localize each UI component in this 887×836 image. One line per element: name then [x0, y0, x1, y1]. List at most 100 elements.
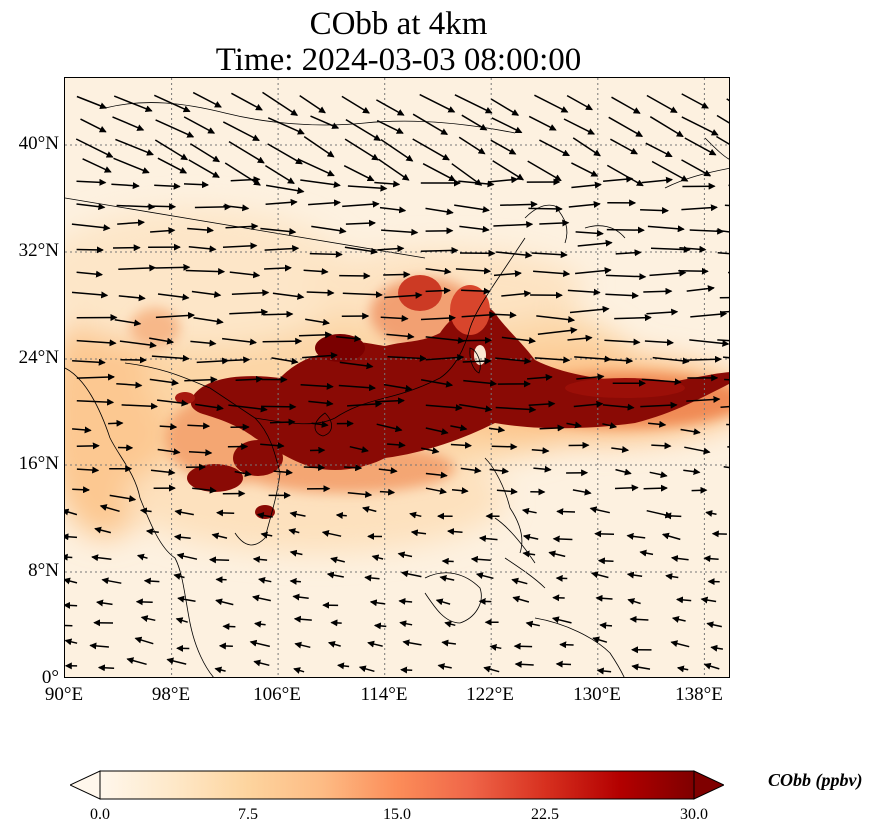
wind-vector-arrow [670, 555, 689, 562]
wind-vector-arrow [345, 219, 376, 227]
wind-vector-arrow [230, 176, 261, 184]
wind-vector-arrow [303, 135, 335, 158]
wind-vector-arrow [627, 598, 641, 605]
wind-vector-arrow [185, 268, 226, 276]
wind-vector-arrow [330, 556, 345, 564]
wind-vector-arrow [615, 249, 642, 257]
wind-vector-arrow [267, 143, 303, 165]
wind-vector-arrow [640, 401, 678, 409]
wind-vector-arrow [458, 136, 486, 155]
wind-vector-arrow [614, 314, 652, 322]
wind-vector-arrow [647, 225, 685, 233]
wind-vector-arrow [412, 113, 449, 136]
wind-vector-arrow [150, 468, 176, 476]
wind-vector-arrow [500, 200, 538, 208]
wind-vector-arrow [447, 528, 463, 536]
wind-vector-arrow [493, 270, 522, 278]
wind-vector-arrow [145, 528, 159, 536]
wind-vector-arrow [649, 116, 684, 138]
wind-vector-arrow [367, 640, 383, 648]
wind-vector-arrow [342, 200, 380, 208]
wind-vector-arrow [533, 270, 571, 278]
wind-vector-arrow [303, 267, 329, 275]
wind-vector-arrow [700, 596, 717, 604]
wind-vector-arrow [421, 447, 440, 454]
wind-vector-arrow [522, 550, 536, 558]
wind-vector-arrow [606, 164, 644, 187]
wind-vector-arrow [513, 642, 533, 650]
wind-vector-arrow [173, 533, 191, 541]
wind-vector-arrow [566, 94, 593, 111]
wind-vector-arrow [420, 379, 454, 388]
wind-vector-arrow [604, 338, 641, 346]
wind-vector-arrow [441, 639, 456, 647]
wind-vector-arrow [450, 424, 468, 432]
wind-vector-arrow [490, 98, 520, 116]
wind-vector-arrow [537, 326, 578, 335]
wind-vector-arrow [76, 178, 107, 186]
colorbar-label: CObb (ppbv) [768, 770, 863, 790]
wind-vector-arrow [539, 424, 565, 432]
wind-vector-arrow [555, 660, 572, 668]
wind-vector-arrow [514, 660, 534, 668]
wind-vector-arrow [383, 271, 411, 279]
wind-vector-arrow [76, 442, 100, 450]
wind-vector-arrow [371, 554, 384, 562]
lon-tick-label: 138°E [675, 684, 723, 705]
wind-vector-arrow [292, 593, 309, 601]
wind-vector-arrow [590, 571, 609, 579]
wind-vector-arrow [615, 468, 632, 476]
wind-vector-arrow [572, 137, 601, 157]
wind-vector-arrow [460, 466, 482, 474]
wind-vector-arrow [147, 203, 177, 211]
wind-vector-arrow [552, 535, 573, 543]
wind-vector-arrow [76, 246, 104, 254]
wind-vector-arrow [97, 664, 115, 672]
wind-vector-arrow [76, 339, 117, 347]
wind-vector-arrow [339, 361, 374, 370]
wind-vector-arrow [489, 467, 509, 475]
wind-vector-arrow [626, 532, 646, 540]
wind-vector-arrow [458, 180, 495, 188]
wind-vector-arrow [71, 223, 111, 232]
wind-vector-arrow [378, 467, 398, 475]
wind-vector-arrow [136, 553, 148, 561]
wind-vector-arrow [703, 555, 719, 563]
wind-vector-arrow [534, 356, 571, 364]
wind-vector-arrow [293, 667, 305, 674]
wind-vector-arrow [311, 421, 329, 428]
wind-vector-arrow [444, 620, 456, 628]
wind-vector-arrow [347, 400, 383, 408]
wind-vector-arrow [409, 511, 422, 519]
wind-vector-arrow [343, 165, 375, 182]
wind-vector-arrow [369, 599, 386, 607]
wind-vector-arrow [72, 486, 90, 494]
wind-vector-arrow [305, 318, 330, 326]
wind-vector-arrow [327, 640, 341, 648]
wind-vector-arrow [76, 203, 106, 211]
wind-vector-arrow [310, 115, 340, 129]
wind-vector-arrow [153, 94, 191, 113]
wind-vector-arrow [336, 335, 362, 342]
wind-vector-arrow [720, 310, 729, 313]
wind-vector-arrow [650, 246, 691, 254]
wind-vector-arrow [522, 533, 539, 541]
wind-vector-arrow [258, 576, 272, 584]
wind-vector-arrow [341, 95, 370, 114]
wind-vector-arrow [462, 357, 492, 365]
wind-vector-arrow [113, 95, 153, 112]
wind-vector-arrow [224, 356, 251, 364]
wind-vector-arrow [726, 423, 729, 426]
wind-vector-arrow [65, 601, 78, 609]
wind-vector-arrow [330, 619, 342, 627]
wind-vector-arrow [572, 488, 592, 496]
wind-vector-arrow [65, 577, 78, 585]
wind-vector-arrow [344, 138, 379, 161]
wind-vector-arrow [376, 423, 403, 433]
wind-vector-arrow [65, 533, 78, 541]
wind-vector-arrow [439, 574, 455, 582]
wind-vector-arrow [459, 225, 490, 233]
wind-vector-arrow [311, 225, 347, 235]
wind-vector-arrow [321, 530, 342, 537]
wind-vector-arrow [729, 492, 730, 496]
